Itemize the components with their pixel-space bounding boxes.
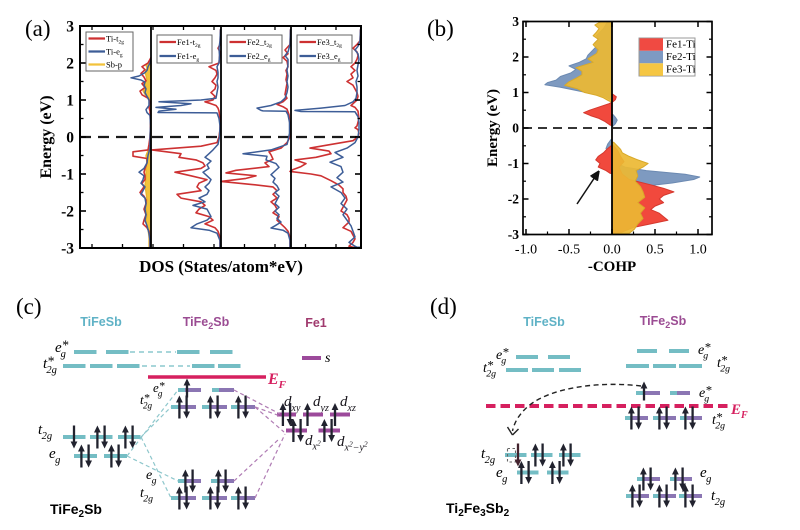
svg-text:Sb-p: Sb-p: [106, 59, 122, 69]
svg-text:(c): (c): [16, 294, 42, 319]
svg-text:Fe1-t2g: Fe1-t2g: [177, 37, 201, 49]
svg-text:0.5: 0.5: [646, 243, 664, 258]
svg-text:-COHP: -COHP: [588, 259, 636, 275]
svg-text:Fe1: Fe1: [305, 316, 327, 330]
svg-text:e*g: e* g: [55, 337, 69, 360]
svg-text:1.0: 1.0: [689, 243, 707, 258]
svg-text:0.0: 0.0: [603, 243, 621, 258]
svg-text:e*g: e* g: [496, 346, 509, 367]
svg-text:Fe2_eg: Fe2_eg: [247, 51, 271, 63]
svg-text:Fe1-Ti: Fe1-Ti: [666, 39, 696, 51]
svg-text:e*g: e* g: [699, 384, 712, 405]
svg-text:0: 0: [66, 130, 74, 147]
svg-text:(d): (d): [430, 294, 457, 319]
svg-text:t*2g: t* 2g: [712, 411, 725, 432]
svg-text:Fe2_t2g: Fe2_t2g: [247, 37, 272, 49]
svg-text:1: 1: [66, 93, 74, 110]
svg-text:TiFe2Sb: TiFe2Sb: [50, 501, 102, 520]
svg-text:TiFe2Sb: TiFe2Sb: [183, 315, 230, 331]
svg-text:Energy (eV): Energy (eV): [485, 89, 501, 167]
svg-text:Fe2-Ti: Fe2-Ti: [666, 51, 696, 63]
svg-text:Ti-eg: Ti-eg: [106, 46, 123, 58]
svg-text:-0.5: -0.5: [558, 243, 580, 258]
svg-text:TiFe2Sb: TiFe2Sb: [640, 314, 687, 330]
svg-text:e*g: e* g: [698, 341, 711, 362]
svg-text:Fe3_t2g: Fe3_t2g: [317, 37, 342, 49]
svg-text:-1: -1: [508, 156, 519, 171]
svg-text:eg: eg: [49, 446, 60, 466]
svg-text:Fe1-eg: Fe1-eg: [177, 51, 199, 63]
svg-text:(a): (a): [25, 16, 51, 41]
svg-text:Fe3-Ti: Fe3-Ti: [666, 64, 696, 76]
svg-text:eg: eg: [496, 465, 507, 485]
svg-text:(b): (b): [427, 16, 454, 41]
svg-text:Fe3_eg: Fe3_eg: [317, 51, 341, 63]
svg-text:t*2g: t* 2g: [43, 353, 57, 376]
svg-text:t*2g: t* 2g: [717, 354, 730, 375]
svg-text:-1: -1: [61, 167, 74, 184]
svg-text:TiFeSb: TiFeSb: [523, 315, 565, 329]
svg-text:eg: eg: [700, 465, 711, 485]
svg-text:-3: -3: [61, 241, 74, 258]
svg-text:TiFeSb: TiFeSb: [80, 315, 122, 329]
svg-text:-2: -2: [61, 204, 74, 221]
svg-text:e*g: e* g: [153, 380, 165, 399]
svg-text:eg: eg: [146, 468, 157, 487]
svg-text:3: 3: [66, 19, 74, 36]
svg-text:2: 2: [512, 50, 519, 65]
svg-text:0: 0: [512, 121, 519, 136]
svg-text:-2: -2: [508, 192, 519, 207]
svg-text:Energy (eV): Energy (eV): [38, 95, 55, 178]
svg-text:-3: -3: [508, 227, 519, 242]
svg-text:1: 1: [512, 85, 519, 100]
svg-text:2: 2: [66, 56, 74, 73]
svg-text:DOS (States/atom*eV): DOS (States/atom*eV): [139, 257, 303, 276]
svg-text:t*2g: t* 2g: [483, 359, 496, 380]
svg-text:-1.0: -1.0: [515, 243, 537, 258]
svg-text:3: 3: [512, 14, 519, 29]
svg-text:t*2g: t* 2g: [140, 392, 153, 411]
svg-text:s: s: [325, 351, 331, 366]
